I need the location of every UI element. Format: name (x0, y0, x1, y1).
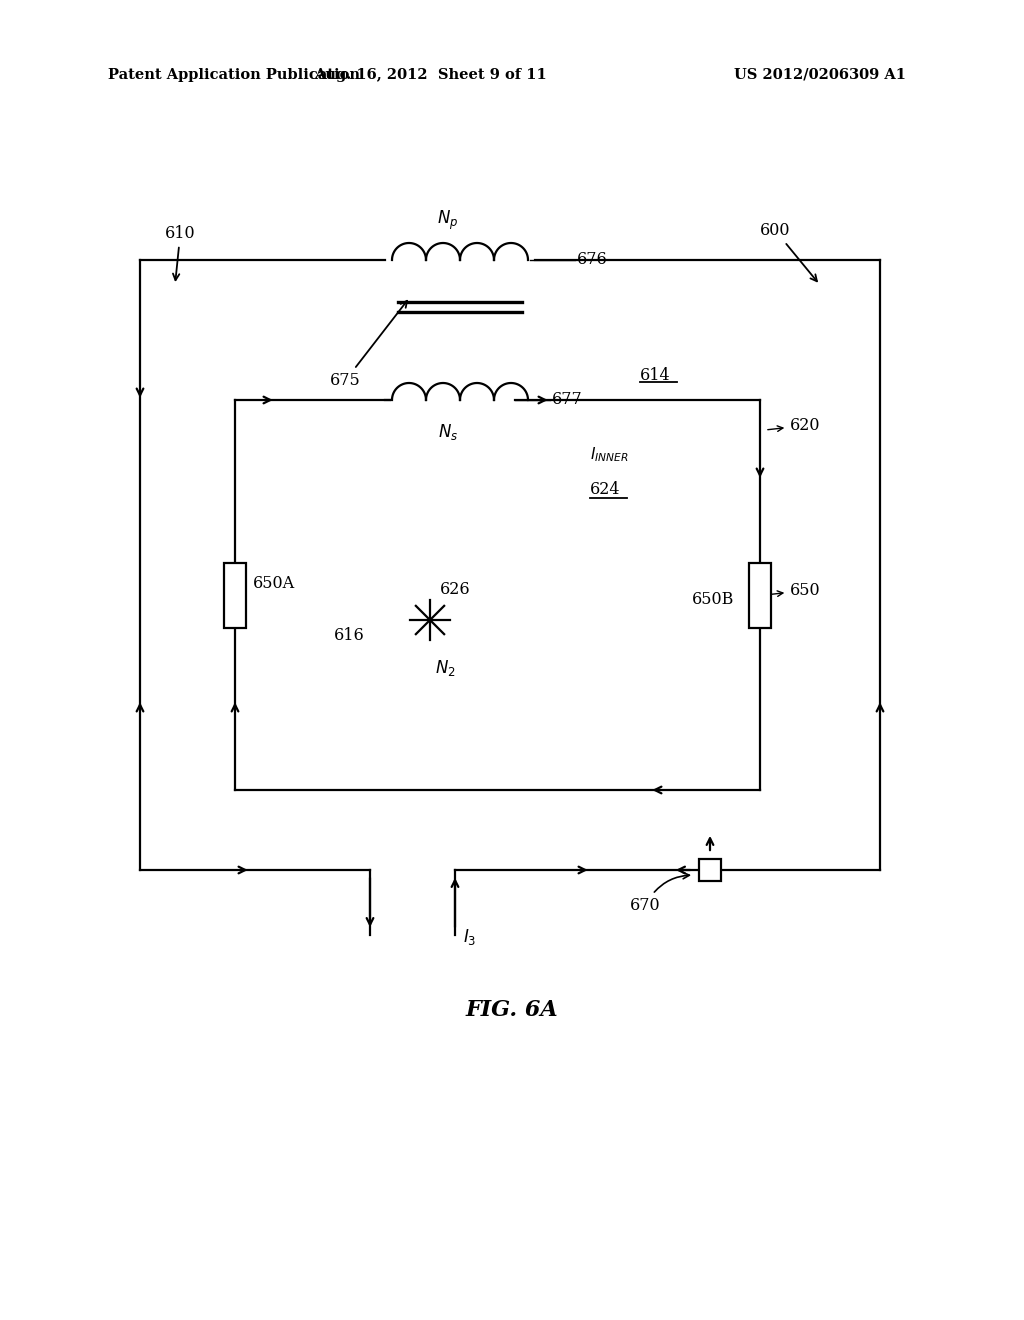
Text: 650A: 650A (253, 574, 295, 591)
Text: 670: 670 (630, 873, 689, 913)
Text: $I_3$: $I_3$ (463, 927, 476, 946)
Text: 610: 610 (165, 224, 196, 280)
Text: $N_p$: $N_p$ (437, 209, 459, 232)
Bar (224, 562, 246, 627)
Text: 677: 677 (552, 392, 583, 408)
Text: 600: 600 (760, 222, 817, 281)
Text: Aug. 16, 2012  Sheet 9 of 11: Aug. 16, 2012 Sheet 9 of 11 (313, 69, 547, 82)
Text: $N_s$: $N_s$ (438, 422, 458, 442)
Text: US 2012/0206309 A1: US 2012/0206309 A1 (734, 69, 906, 82)
Text: $N_2$: $N_2$ (435, 657, 456, 678)
Text: 650B: 650B (692, 591, 734, 609)
Text: 620: 620 (768, 417, 820, 434)
Text: 676: 676 (577, 252, 608, 268)
Bar (749, 562, 771, 627)
Text: 650: 650 (768, 582, 820, 599)
Text: 675: 675 (330, 301, 408, 389)
Text: $I_{INNER}$: $I_{INNER}$ (590, 446, 629, 465)
Text: 614: 614 (640, 367, 671, 384)
Bar (699, 859, 721, 880)
Text: 624: 624 (590, 482, 621, 499)
Text: Patent Application Publication: Patent Application Publication (108, 69, 360, 82)
Text: 616: 616 (334, 627, 365, 644)
Text: FIG. 6A: FIG. 6A (466, 999, 558, 1020)
Text: 626: 626 (440, 582, 471, 598)
